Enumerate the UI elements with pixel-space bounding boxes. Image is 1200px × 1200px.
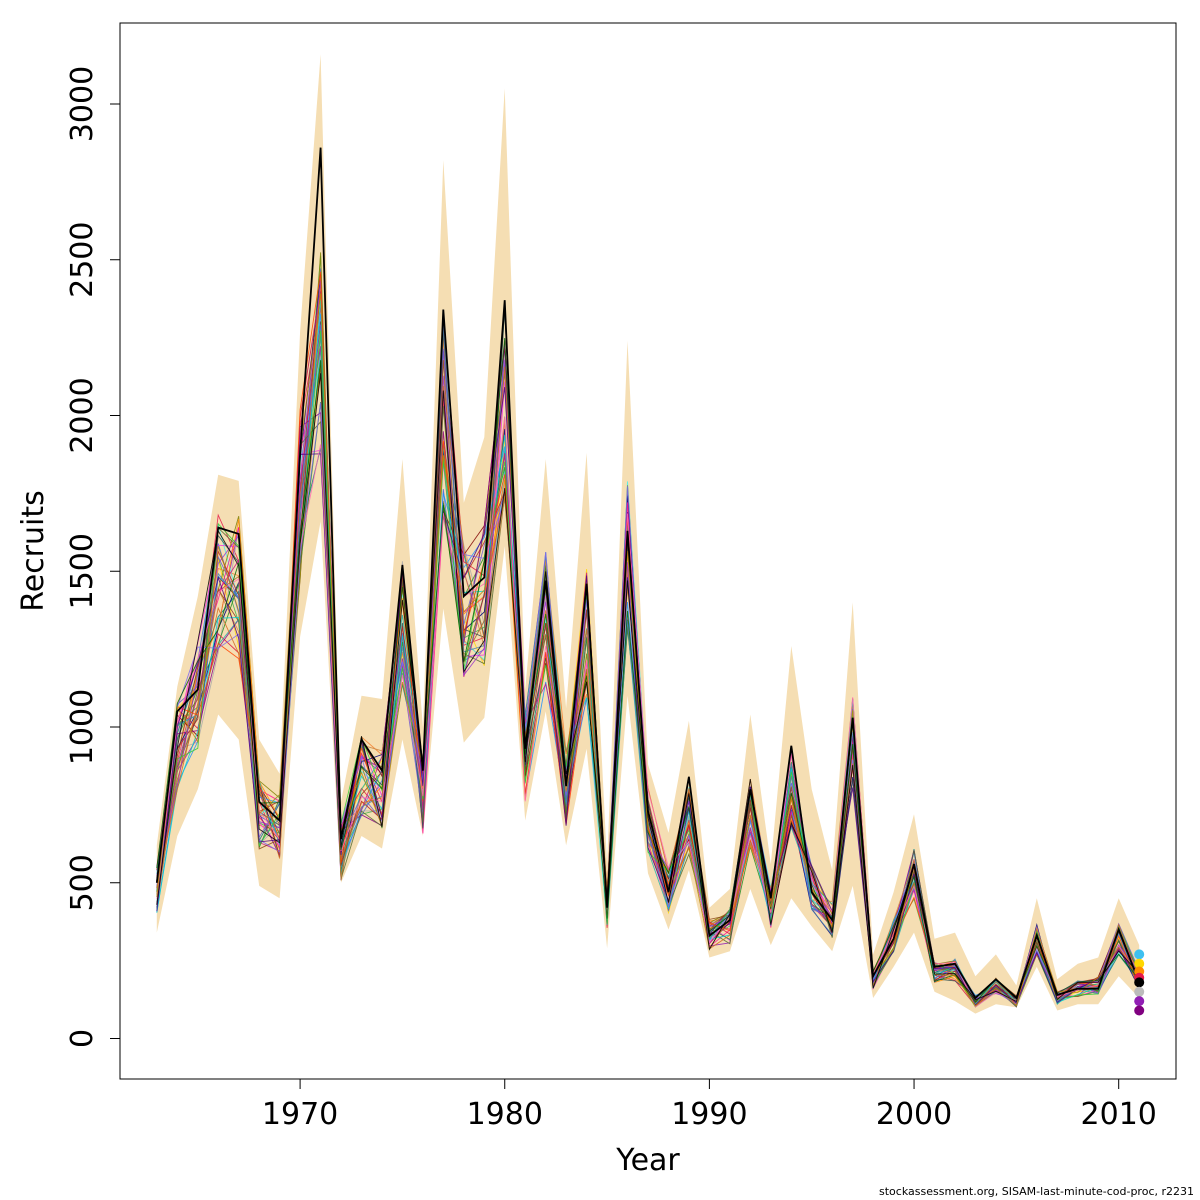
end-point-marker (1134, 958, 1145, 969)
main-series (155, 147, 1141, 1000)
x-tick-label: 1980 (467, 1097, 543, 1132)
replicate-series-line (156, 293, 1140, 1007)
x-tick-label: 2000 (876, 1097, 952, 1132)
end-point-marker (1134, 996, 1145, 1007)
y-tick-label: 1000 (65, 689, 100, 765)
y-tick-label: 500 (65, 854, 100, 911)
x-tick-label: 1970 (262, 1097, 338, 1132)
end-point-marker (1134, 986, 1145, 997)
end-point-marker (1134, 949, 1145, 960)
replicate-series-line (156, 416, 1140, 1008)
y-tick-label: 2000 (65, 377, 100, 453)
x-axis: 1970 1980 1990 2000 2010 (262, 1078, 1157, 1132)
replicate-series-line (156, 373, 1140, 1003)
y-axis-title: Recruits (16, 490, 51, 612)
end-points (1134, 949, 1145, 1016)
plot-frame (119, 22, 1177, 1080)
main-series-line (155, 147, 1141, 1000)
end-point-marker (1134, 977, 1145, 988)
x-tick-label: 1990 (671, 1097, 747, 1132)
x-axis-title: Year (615, 1143, 680, 1178)
footer-credit: stockassessment.org, SISAM-last-minute-c… (879, 1185, 1194, 1198)
x-tick-label: 2010 (1081, 1097, 1157, 1132)
y-axis: 0 500 1000 1500 2000 2500 3000 (65, 66, 121, 1048)
end-point-marker (1134, 1005, 1145, 1016)
y-tick-label: 2500 (65, 222, 100, 298)
replicate-series-line (156, 338, 1140, 1003)
y-tick-label: 0 (65, 1029, 100, 1048)
y-tick-label: 3000 (65, 66, 100, 142)
y-tick-label: 1500 (65, 533, 100, 609)
